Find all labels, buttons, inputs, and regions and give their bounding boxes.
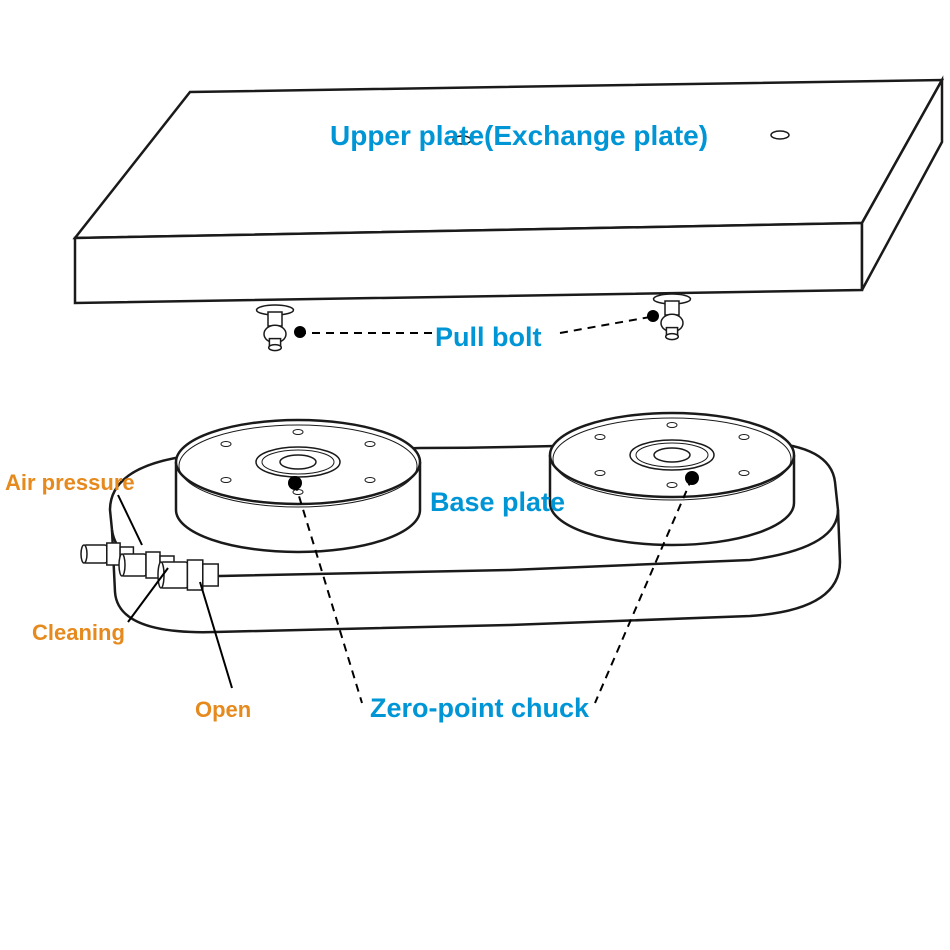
label-upper-plate: Upper plate(Exchange plate) [330,120,708,152]
label-pull-bolt: Pull bolt [435,322,541,353]
label-base-plate: Base plate [430,487,565,518]
label-cleaning: Cleaning [32,620,125,646]
label-zero-point: Zero-point chuck [370,693,589,724]
label-open: Open [195,697,251,723]
label-air-pressure: Air pressure [5,470,135,496]
